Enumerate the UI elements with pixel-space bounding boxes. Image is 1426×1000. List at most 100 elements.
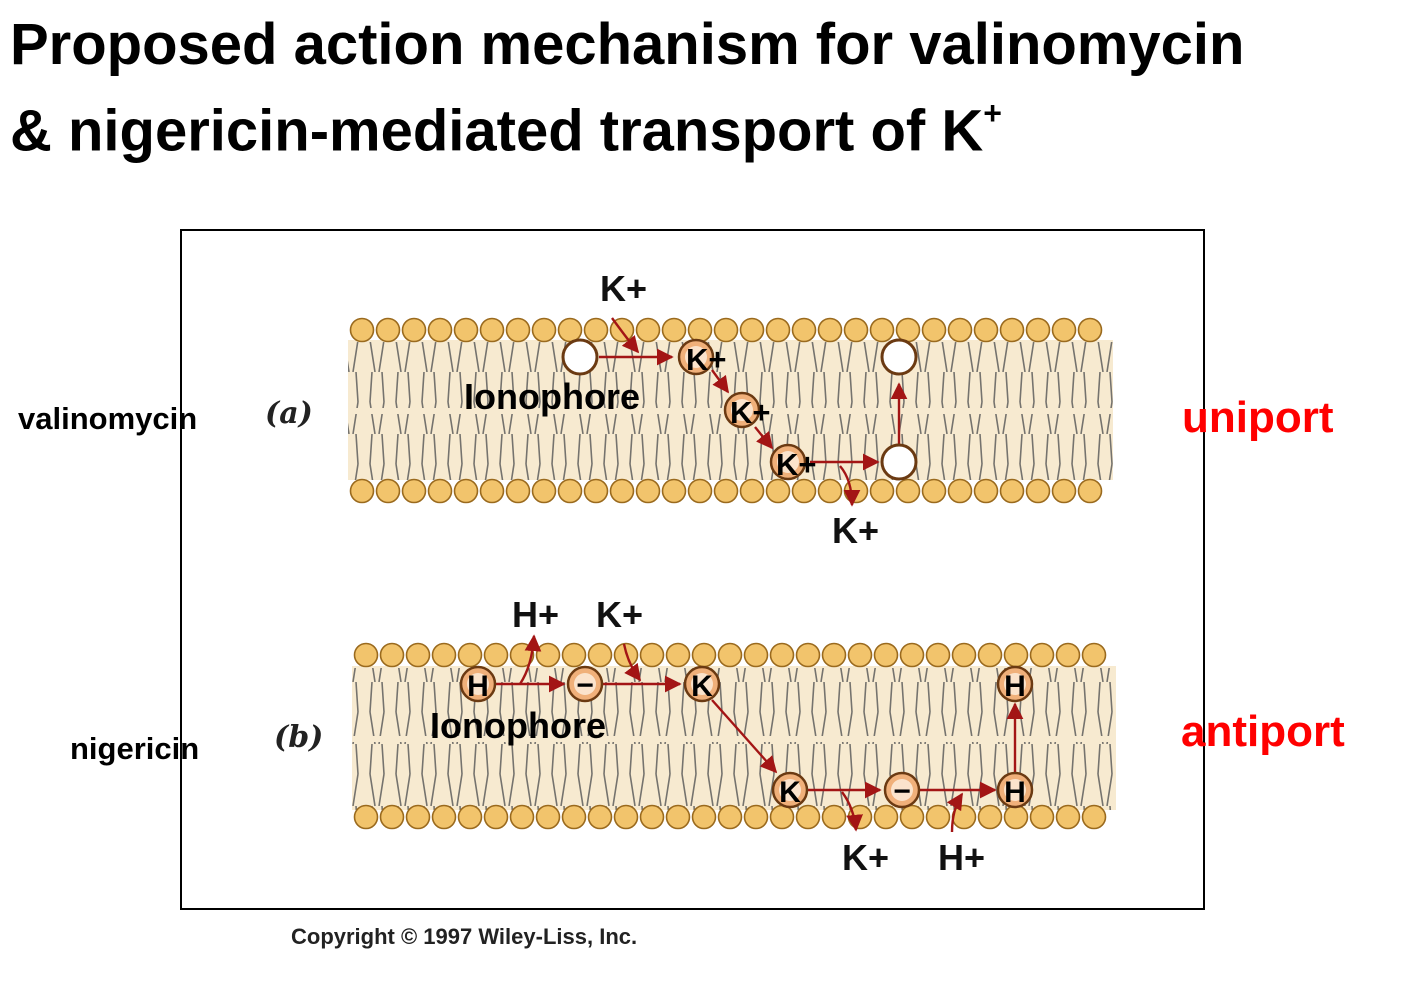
membrane-b-bottom-heads (353, 804, 1107, 830)
panel-b-letter: (b) (274, 720, 324, 755)
ionophore-empty-a-2 (880, 338, 918, 376)
lipid-b-top-head-8 (561, 642, 587, 668)
nigericin-label: nigericin (70, 731, 200, 766)
lipid-b-top-head-20 (873, 642, 899, 668)
membrane-a-bottom-heads (349, 478, 1103, 504)
lipid-b-bottom-head-8 (561, 804, 587, 830)
lipid-b-bottom-head-3 (431, 804, 457, 830)
membrane-a-lower-tails (348, 414, 1113, 480)
lipid-b-top-head-24 (977, 642, 1003, 668)
lipid-b-top-head-19 (847, 642, 873, 668)
lipid-a-top-head-9 (583, 317, 609, 343)
lipid-a-top-head-0 (349, 317, 375, 343)
membrane-a-top-heads (349, 317, 1103, 343)
ion-label-a-bottom: K+ (832, 510, 879, 551)
carrier-label-b-4: K (779, 776, 801, 809)
title-line-2-text: & nigericin-mediated transport of K (10, 98, 984, 164)
lipid-a-top-head-7 (531, 317, 557, 343)
lipid-b-top-head-25 (1003, 642, 1029, 668)
lipid-a-bottom-head-22 (921, 478, 947, 504)
lipid-a-top-head-3 (427, 317, 453, 343)
lipid-a-top-head-15 (739, 317, 765, 343)
lipid-b-top-head-4 (457, 642, 483, 668)
lipid-b-top-head-27 (1055, 642, 1081, 668)
lipid-b-top-head-2 (405, 642, 431, 668)
lipid-a-bottom-head-15 (739, 478, 765, 504)
carrier-label-b-3: K (691, 670, 713, 703)
arrow-a-k-exit (839, 465, 861, 507)
lipid-a-bottom-head-12 (661, 478, 687, 504)
lipid-a-bottom-head-5 (479, 478, 505, 504)
lipid-a-top-head-28 (1077, 317, 1103, 343)
lipid-b-bottom-head-12 (665, 804, 691, 830)
carrier-label-b-6: H (1004, 670, 1026, 703)
lipid-b-bottom-head-17 (795, 804, 821, 830)
carrier-label-a-3: K+ (776, 447, 817, 482)
ionophore-label-a: Ionophore (464, 376, 640, 417)
ion-label-b-top-h: H+ (512, 594, 559, 635)
lipid-b-top-head-7 (535, 642, 561, 668)
lipid-b-bottom-head-11 (639, 804, 665, 830)
lipid-a-bottom-head-16 (765, 478, 791, 504)
lipid-a-top-head-2 (401, 317, 427, 343)
lipid-b-bottom-head-9 (587, 804, 613, 830)
lipid-a-top-head-4 (453, 317, 479, 343)
lipid-b-top-head-22 (925, 642, 951, 668)
lipid-b-top-head-21 (899, 642, 925, 668)
arrows-a (599, 317, 908, 507)
lipid-b-top-head-23 (951, 642, 977, 668)
lipid-b-bottom-head-14 (717, 804, 743, 830)
lipid-a-top-head-23 (947, 317, 973, 343)
lipid-b-bottom-head-22 (925, 804, 951, 830)
lipid-a-bottom-head-4 (453, 478, 479, 504)
lipid-b-bottom-head-26 (1029, 804, 1055, 830)
lipid-a-bottom-head-25 (999, 478, 1025, 504)
lipid-b-top-head-17 (795, 642, 821, 668)
lipid-b-bottom-head-5 (483, 804, 509, 830)
lipid-a-top-head-11 (635, 317, 661, 343)
lipid-b-bottom-head-24 (977, 804, 1003, 830)
lipid-a-bottom-head-28 (1077, 478, 1103, 504)
lipid-b-top-head-14 (717, 642, 743, 668)
lipid-b-bottom-head-15 (743, 804, 769, 830)
lipid-a-bottom-head-20 (869, 478, 895, 504)
lipid-a-bottom-head-17 (791, 478, 817, 504)
carrier-label-b-2: − (576, 669, 594, 702)
arrow-a-2 (711, 369, 729, 394)
uniport-label: uniport (1182, 393, 1334, 442)
lipid-b-bottom-head-27 (1055, 804, 1081, 830)
title-line-1: Proposed action mechanism for valinomyci… (10, 12, 1245, 77)
lipid-b-top-head-16 (769, 642, 795, 668)
ion-label-b-top-k: K+ (596, 594, 643, 635)
lipid-a-top-head-5 (479, 317, 505, 343)
lipid-b-bottom-head-18 (821, 804, 847, 830)
lipid-a-top-head-26 (1025, 317, 1051, 343)
panel-a-letter: (a) (265, 396, 313, 431)
carrier-label-a-2: K+ (730, 395, 771, 430)
ion-label-b-bottom-k: K+ (842, 837, 889, 878)
lipid-a-bottom-head-9 (583, 478, 609, 504)
carriers-b: H − K K − H H (459, 665, 1034, 809)
arrow-b-h-entry (946, 792, 964, 833)
lipid-a-top-head-6 (505, 317, 531, 343)
lipid-b-top-head-12 (665, 642, 691, 668)
antiport-label: antiport (1181, 707, 1345, 756)
carrier-label-a-1: K+ (686, 342, 727, 377)
lipid-b-bottom-head-1 (379, 804, 405, 830)
lipid-b-top-head-0 (353, 642, 379, 668)
lipid-b-top-head-18 (821, 642, 847, 668)
valinomycin-label: valinomycin (18, 401, 198, 436)
lipid-a-top-head-22 (921, 317, 947, 343)
lipid-a-top-head-21 (895, 317, 921, 343)
lipid-a-bottom-head-8 (557, 478, 583, 504)
lipid-b-bottom-head-0 (353, 804, 379, 830)
carrier-label-b-7: H (1004, 776, 1026, 809)
title-line-2: & nigericin-mediated transport of K+ (10, 82, 1420, 168)
lipid-a-top-head-1 (375, 317, 401, 343)
carriers-a: K+ K+ K+ (561, 338, 918, 482)
title-superscript: + (983, 95, 1002, 131)
lipid-a-top-head-12 (661, 317, 687, 343)
lipid-a-top-head-24 (973, 317, 999, 343)
ion-label-a-top: K+ (600, 268, 647, 309)
lipid-a-bottom-head-3 (427, 478, 453, 504)
